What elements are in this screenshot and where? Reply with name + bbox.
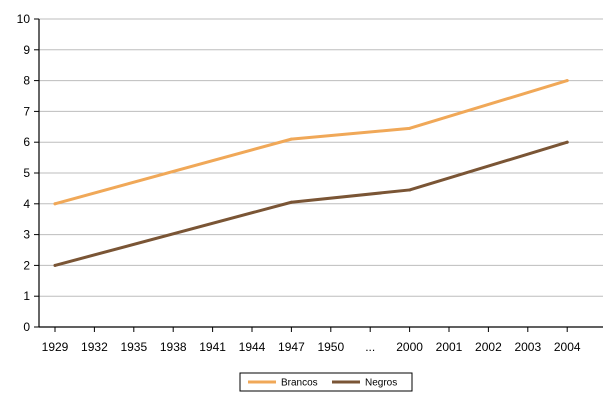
x-tick-label: 2002	[475, 340, 502, 354]
data-point-negros	[289, 200, 293, 204]
y-tick-label: 5	[23, 166, 30, 180]
data-point-negros	[565, 140, 569, 144]
legend-box	[239, 372, 413, 392]
y-tick-label: 2	[23, 258, 30, 272]
x-tick-label: 2004	[554, 340, 581, 354]
x-axis-tick-labels: 1929 1932 1935 1938 1941 1944 1947 1950... 2000 2…	[42, 340, 581, 354]
y-tick-label: 10	[17, 12, 31, 26]
legend-label-brancos: Brancos	[281, 378, 318, 389]
x-tick-label: 2001	[436, 340, 463, 354]
x-tick-label: 2003	[514, 340, 541, 354]
legend-label-negros: Negros	[365, 378, 397, 389]
y-tick-label: 3	[23, 228, 30, 242]
x-tick-label: 1932	[81, 340, 108, 354]
series-lines	[53, 79, 569, 267]
y-tick-label: 9	[23, 43, 30, 57]
y-axis-tick-labels: 0 1 2 3 4 5 6 7 8 9 10	[17, 12, 31, 334]
data-point-brancos	[565, 79, 569, 83]
y-tick-label: 6	[23, 135, 30, 149]
x-tick-label: 1947	[278, 340, 305, 354]
x-tick-label: 1935	[120, 340, 147, 354]
x-tick-label: 2000	[396, 340, 423, 354]
x-tick-label: 1938	[160, 340, 187, 354]
gridlines	[39, 18, 603, 297]
data-point-brancos	[53, 202, 57, 206]
data-point-brancos	[408, 126, 412, 130]
x-tick-label: 1944	[239, 340, 266, 354]
data-point-negros	[408, 188, 412, 192]
y-tick-label: 7	[23, 104, 30, 118]
series-line-negros	[53, 140, 569, 267]
x-tick-label: 1950	[317, 340, 344, 354]
y-tick-label: 8	[23, 74, 30, 88]
x-tick-label: 1929	[42, 340, 69, 354]
data-point-brancos	[289, 137, 293, 141]
legend: Brancos Negros	[239, 372, 413, 392]
axes	[34, 18, 603, 332]
data-point-negros	[53, 263, 57, 267]
y-tick-label: 4	[23, 197, 30, 211]
x-tick-label: ...	[365, 340, 375, 354]
y-tick-label: 0	[23, 320, 30, 334]
y-tick-label: 1	[23, 289, 30, 303]
x-tick-label: 1941	[199, 340, 226, 354]
series-line-brancos	[53, 79, 569, 206]
